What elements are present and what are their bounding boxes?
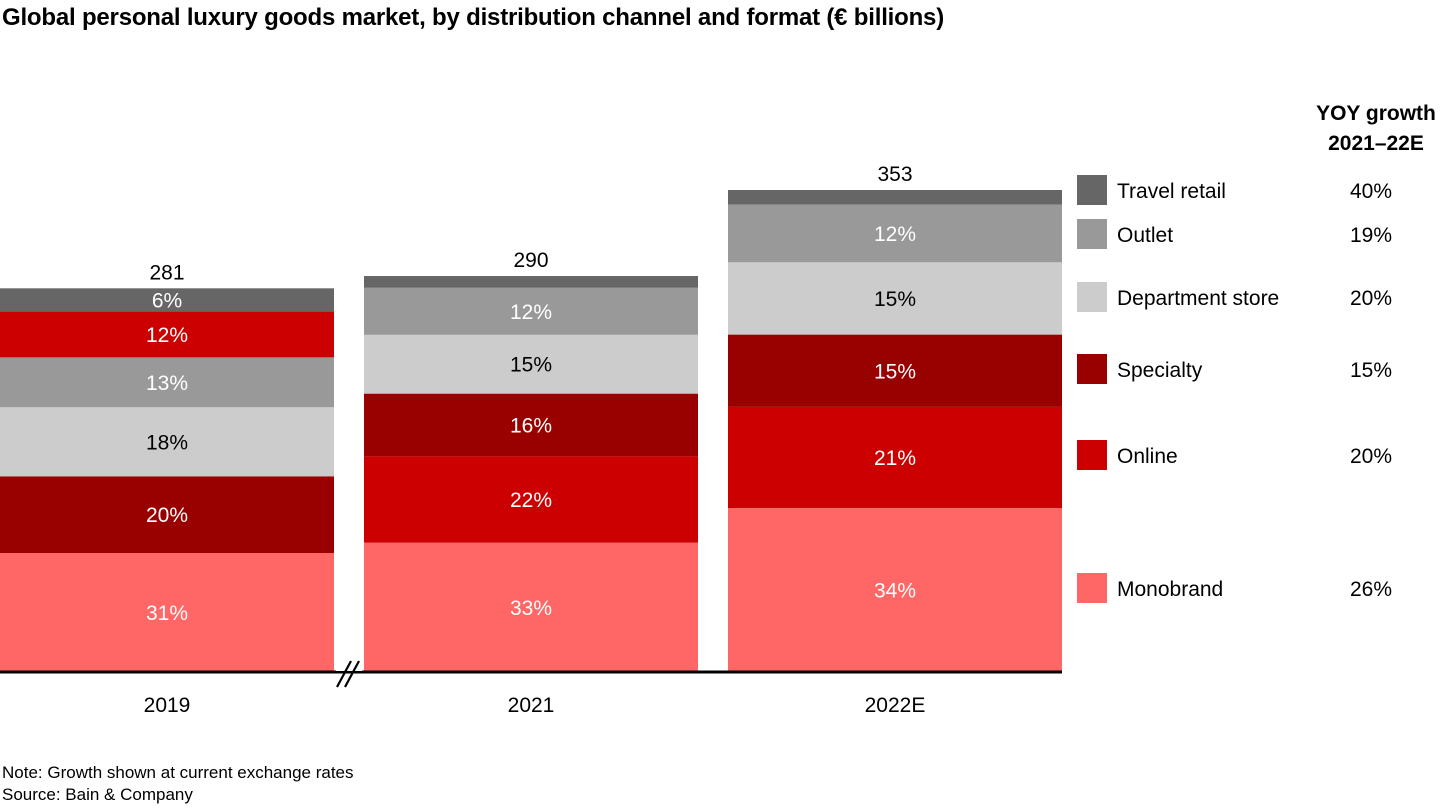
- bar-segment-2022e-online: [728, 406, 1062, 509]
- total-label-2021: 290: [513, 249, 548, 272]
- legend-growth-value: 15%: [1350, 359, 1392, 382]
- legend-item-specialty: Specialty 15%: [1077, 354, 1392, 384]
- bar-segment-2019-department-store: [0, 407, 334, 477]
- axis-break-slash: [344, 660, 360, 688]
- legend-swatch: [1077, 282, 1107, 312]
- chart-title: Global personal luxury goods market, by …: [2, 4, 944, 31]
- legend-growth-value: 26%: [1350, 578, 1392, 601]
- data-label-2019-online: 12%: [146, 324, 188, 347]
- x-tick-label-2022e: 2022E: [865, 694, 926, 717]
- legend-label: Online: [1117, 445, 1178, 468]
- source-text: Source: Bain & Company: [2, 785, 193, 804]
- axis-break-slash: [336, 660, 352, 688]
- legend-growth-value: 19%: [1350, 224, 1392, 247]
- legend-swatch: [1077, 440, 1107, 470]
- legend-header-line: YOY growth: [1316, 102, 1436, 125]
- legend-item-outlet: Outlet 19%: [1077, 219, 1392, 249]
- x-tick-label-2019: 2019: [144, 694, 191, 717]
- data-label-2021-monobrand: 33%: [510, 597, 552, 620]
- legend-growth-value: 40%: [1350, 180, 1392, 203]
- legend-label: Specialty: [1117, 359, 1203, 382]
- bar-segment-2021-online: [364, 456, 698, 543]
- bar-segment-2019-outlet: [0, 357, 334, 408]
- legend-item-travel-retail: Travel retail 40%: [1077, 175, 1392, 205]
- data-label-2019-travel-retail: 6%: [152, 289, 182, 312]
- bar-segment-2022e-monobrand: [728, 508, 1062, 672]
- legend-swatch: [1077, 573, 1107, 603]
- bar-segment-2021-department-store: [364, 334, 698, 394]
- legend-item-department-store: Department store 20%: [1077, 282, 1392, 312]
- legend-item-monobrand: Monobrand 26%: [1077, 573, 1392, 603]
- data-label-2019-outlet: 13%: [146, 372, 188, 395]
- legend-item-online: Online 20%: [1077, 440, 1392, 470]
- bar-segment-2022e-department-store: [728, 262, 1062, 335]
- bar-segment-2022e-outlet: [728, 204, 1062, 263]
- bar-group-2021: 33% 22% 16% 15% 12% 290: [364, 249, 698, 672]
- total-label-2022e: 353: [877, 163, 912, 186]
- data-label-2019-department-store: 18%: [146, 431, 188, 454]
- data-label-2022e-department-store: 15%: [874, 288, 916, 311]
- legend-label: Monobrand: [1117, 578, 1223, 601]
- legend-header-line: 2021–22E: [1328, 132, 1424, 155]
- legend-swatch: [1077, 354, 1107, 384]
- bar-group-2019: 31% 20% 18% 13% 12% 6% 281: [0, 261, 334, 672]
- data-label-2022e-monobrand: 34%: [874, 580, 916, 603]
- data-label-2021-department-store: 15%: [510, 354, 552, 377]
- bars-layer: 31% 20% 18% 13% 12% 6% 281 33% 22% 16% 15% 12% 290 34…: [0, 163, 1062, 672]
- data-label-2022e-online: 21%: [874, 447, 916, 470]
- legend: YOY growth 2021–22E Travel retail 40% Outlet…: [1077, 102, 1436, 603]
- bar-segment-2021-specialty: [364, 393, 698, 457]
- data-label-2021-online: 22%: [510, 489, 552, 512]
- note-text: Note: Growth shown at current exchange r…: [2, 763, 354, 782]
- bar-segment-2022e-specialty: [728, 334, 1062, 407]
- bar-segment-2019-online: [0, 311, 334, 358]
- axis-break-marks: [336, 660, 362, 688]
- bar-segment-2019-monobrand: [0, 553, 334, 672]
- bar-segment-2022e-travel-retail: [728, 190, 1062, 205]
- legend-growth-value: 20%: [1350, 287, 1392, 310]
- legend-growth-value: 20%: [1350, 445, 1392, 468]
- data-label-2021-specialty: 16%: [510, 415, 552, 438]
- legend-swatch: [1077, 219, 1107, 249]
- total-label-2019: 281: [149, 261, 184, 284]
- bar-segment-2019-travel-retail: [0, 288, 334, 312]
- data-label-2019-monobrand: 31%: [146, 602, 188, 625]
- bar-segment-2021-outlet: [364, 287, 698, 335]
- legend-swatch: [1077, 175, 1107, 205]
- data-label-2021-outlet: 12%: [510, 301, 552, 324]
- bar-group-2022e: 34% 21% 15% 15% 12% 353: [728, 163, 1062, 672]
- legend-label: Outlet: [1117, 224, 1173, 247]
- bar-segment-2021-monobrand: [364, 542, 698, 672]
- legend-label: Travel retail: [1117, 180, 1226, 203]
- legend-label: Department store: [1117, 287, 1279, 310]
- data-label-2022e-specialty: 15%: [874, 360, 916, 383]
- data-label-2022e-outlet: 12%: [874, 223, 916, 246]
- data-label-2019-specialty: 20%: [146, 504, 188, 527]
- bar-segment-2021-travel-retail: [364, 276, 698, 288]
- x-tick-label-2021: 2021: [508, 694, 555, 717]
- x-axis: 2019 2021 2022E: [0, 660, 1062, 717]
- bar-segment-2019-specialty: [0, 476, 334, 554]
